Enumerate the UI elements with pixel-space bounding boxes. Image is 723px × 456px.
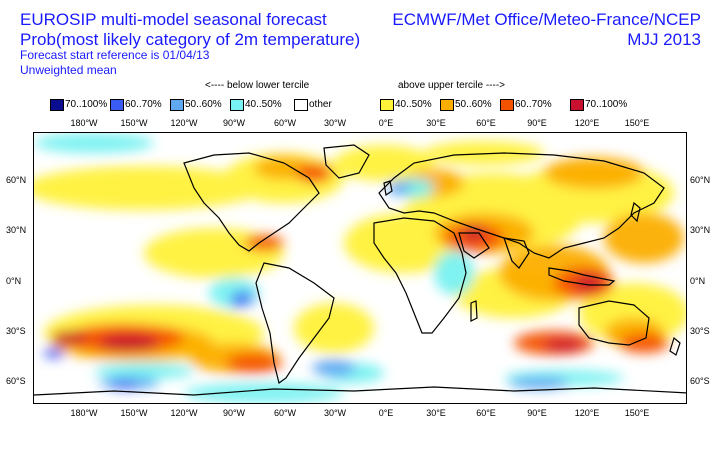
longitude-tick-label: 90°E [527, 118, 547, 128]
longitude-tick-label: 150°W [120, 408, 148, 418]
legend-label: 40..50% [395, 99, 432, 110]
longitude-tick-label: 120°E [574, 118, 600, 128]
legend-swatch [110, 99, 124, 111]
latitude-tick-label: 30°N [690, 225, 711, 235]
forecast-map-svg [34, 133, 686, 403]
longitude-axis-top: 180°W 150°W 120°W 90°W 60°W 30°W 0°E 30°E 60°E 90… [0, 118, 723, 130]
latitude-tick-label: 0°N [690, 276, 706, 286]
longitude-tick-label: 150°E [624, 408, 650, 418]
legend-swatch [170, 99, 184, 111]
forecast-start-reference: Forecast start reference is 01/04/13 [20, 48, 210, 62]
longitude-tick-label: 30°E [426, 118, 446, 128]
legend-label: 70..100% [65, 99, 108, 110]
latitude-tick-label: 0°N [6, 276, 22, 286]
legend-swatch [230, 99, 244, 111]
latitude-tick-label: 60°N [690, 175, 711, 185]
centres-label: ECMWF/Met Office/Meteo-France/NCEP [392, 10, 701, 29]
title-line2: Prob(most likely category of 2m temperat… [20, 30, 361, 49]
legend-label: 60..70% [515, 99, 552, 110]
legend-swatch [380, 99, 394, 111]
longitude-tick-label: 150°E [624, 118, 650, 128]
season-label: MJJ 2013 [627, 30, 701, 49]
latitude-tick-label: 60°N [6, 175, 27, 185]
legend-label: 60..70% [125, 99, 162, 110]
longitude-tick-label: 0°E [378, 408, 394, 418]
continent-outlines [34, 144, 686, 396]
longitude-tick-label: 0°E [378, 118, 394, 128]
legend-swatch [50, 99, 64, 111]
longitude-tick-label: 30°W [323, 408, 347, 418]
longitude-tick-label: 120°W [170, 408, 198, 418]
longitude-tick-label: 150°W [120, 118, 148, 128]
longitude-tick-label: 90°W [222, 118, 246, 128]
longitude-tick-label: 60°E [476, 408, 496, 418]
title-line1: EUROSIP multi-model seasonal forecast [20, 10, 327, 29]
longitude-tick-label: 180°W [70, 408, 98, 418]
longitude-tick-label: 60°E [476, 118, 496, 128]
longitude-tick-label: 90°W [222, 408, 246, 418]
mean-type: Unweighted mean [20, 63, 117, 77]
longitude-tick-label: 120°E [574, 408, 600, 418]
latitude-tick-label: 30°S [690, 326, 710, 336]
legend-swatch [500, 99, 514, 111]
longitude-tick-label: 90°E [527, 408, 547, 418]
latitude-tick-label: 30°S [6, 326, 26, 336]
legend-label: other [309, 99, 332, 110]
longitude-axis-bottom: 180°W 150°W 120°W 90°W 60°W 30°W 0°E 30°E 60°E 90… [0, 408, 723, 420]
below-tercile-label: <---- below lower tercile [205, 80, 310, 91]
longitude-tick-label: 60°W [273, 118, 297, 128]
above-tercile-label: above upper tercile ----> [398, 80, 505, 91]
latitude-tick-label: 60°S [690, 376, 710, 386]
latitude-tick-label: 30°N [6, 225, 27, 235]
longitude-tick-label: 60°W [273, 408, 297, 418]
legend-swatch [570, 99, 584, 111]
legend-swatch [294, 99, 308, 111]
forecast-map [33, 132, 687, 404]
probability-field [34, 133, 686, 403]
longitude-tick-label: 120°W [170, 118, 198, 128]
longitude-tick-label: 30°W [323, 118, 347, 128]
legend-swatch [440, 99, 454, 111]
longitude-tick-label: 180°W [70, 118, 98, 128]
latitude-tick-label: 60°S [6, 376, 26, 386]
legend-label: 70..100% [585, 99, 628, 110]
longitude-tick-label: 30°E [426, 408, 446, 418]
legend-label: 50..60% [185, 99, 222, 110]
legend-label: 40..50% [245, 99, 282, 110]
legend-label: 50..60% [455, 99, 492, 110]
